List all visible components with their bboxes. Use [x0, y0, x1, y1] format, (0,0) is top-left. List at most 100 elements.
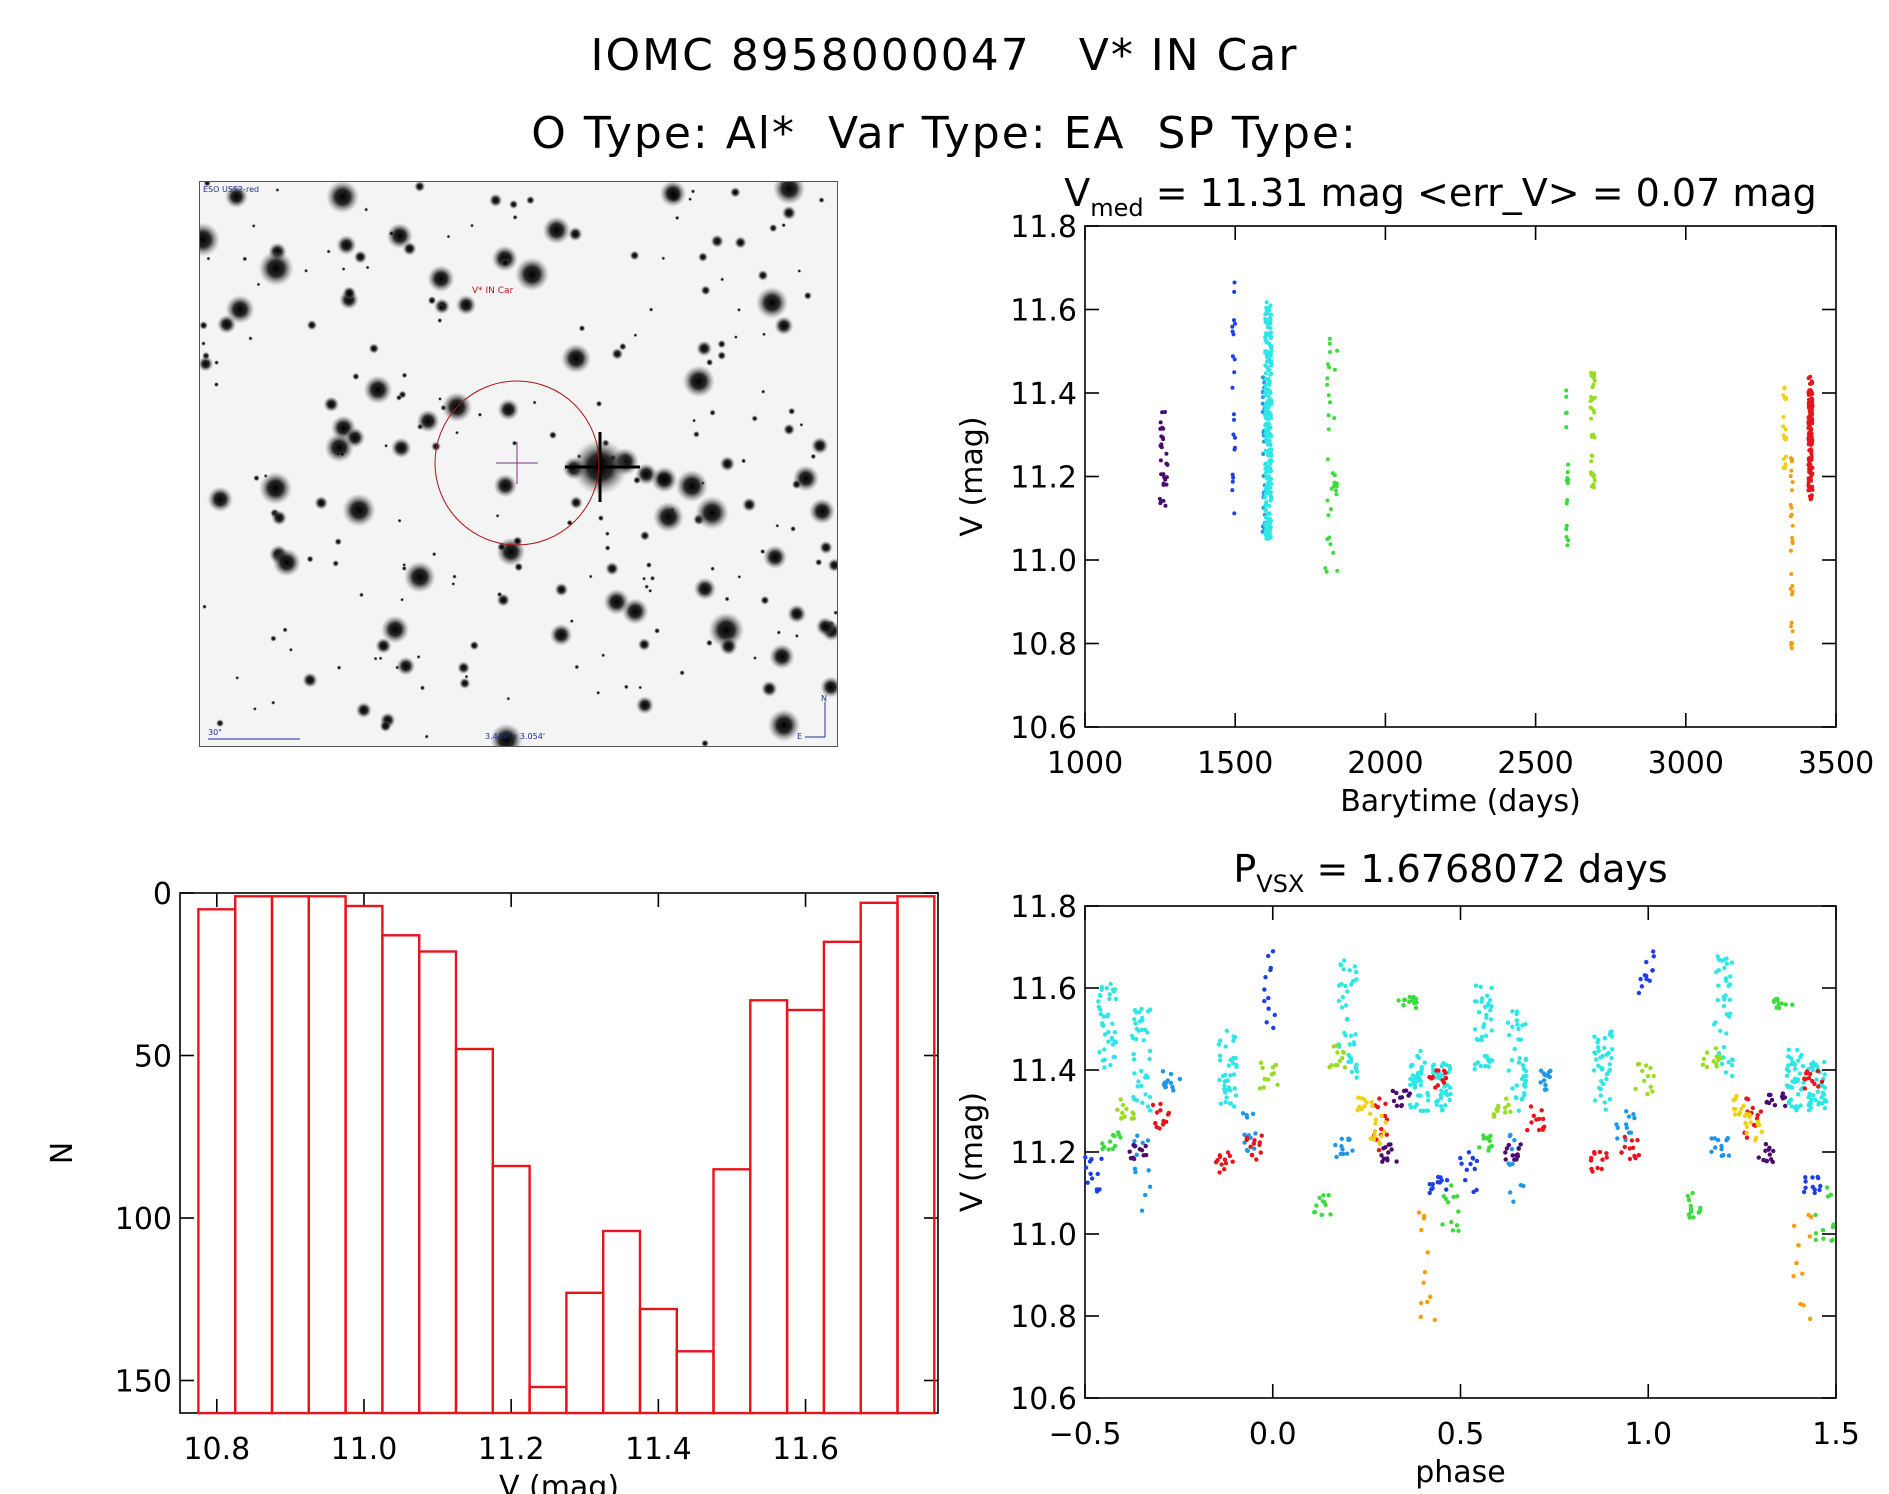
phased-point-cyan [1343, 1003, 1349, 1008]
phased-point-cyan [1414, 1102, 1420, 1107]
lightcurve-point-season-10 [1809, 427, 1814, 432]
phased-point-orange [1418, 1314, 1424, 1320]
finder-star [378, 656, 383, 661]
lightcurve-point-season-5 [1325, 457, 1330, 462]
phased-point-red [1157, 1126, 1162, 1131]
phased-point-green [1777, 1005, 1782, 1011]
phased-point-orange [1807, 1316, 1813, 1322]
phased-point-red [1433, 1085, 1438, 1090]
phased-point-purple [1385, 1158, 1390, 1163]
phased-point-yellow [1759, 1129, 1765, 1135]
phased-point-orange [1416, 1210, 1422, 1215]
phased-point-cyan [1353, 1032, 1358, 1037]
phased-point-blue [1268, 967, 1273, 973]
phased-point-cyan [1473, 983, 1479, 988]
finder-star [688, 197, 693, 202]
finder-star [674, 215, 680, 221]
finder-star [775, 523, 780, 528]
phased-point-yellow [1748, 1120, 1753, 1125]
phased-point-cyan [1799, 1052, 1804, 1058]
phased-point-lightblue [1339, 1144, 1344, 1149]
phased-point-green [1690, 1190, 1695, 1196]
finder-star [397, 518, 402, 523]
lightcurve-point-season-6 [1565, 476, 1570, 480]
lightcurve-point-season-5 [1325, 498, 1330, 503]
lightcurve-point-season-1 [1163, 503, 1168, 508]
finder-star [401, 372, 408, 379]
phased-point-purple [1764, 1099, 1770, 1105]
lightcurve-point-season-4 [1267, 531, 1272, 536]
lightcurve-point-season-9 [1790, 535, 1795, 540]
phased-point-lime [1651, 1073, 1656, 1079]
finder-star [497, 398, 520, 421]
lightcurve-point-season-7 [1588, 405, 1593, 410]
phased-point-cyan [1724, 956, 1729, 961]
phased-point-cyan [1810, 1068, 1816, 1073]
histogram-bar [197, 908, 237, 1415]
phased-point-orange [1801, 1303, 1806, 1308]
lightcurve-point-season-5 [1329, 486, 1334, 491]
phased-point-lightblue [1171, 1088, 1176, 1093]
finder-star [359, 592, 364, 598]
phased-point-red [1592, 1150, 1597, 1155]
phased-point-cyan [1222, 1087, 1227, 1092]
phased-point-blue [1458, 1155, 1463, 1161]
phased-point-cyan [1341, 967, 1346, 972]
lightcurve-point-season-4 [1267, 503, 1272, 508]
phased-point-cyan [1516, 1108, 1522, 1113]
finder-star [532, 400, 537, 405]
phased-point-red [1802, 1086, 1808, 1091]
phased-point-purple [1394, 1159, 1399, 1164]
phased-point-red [1597, 1149, 1603, 1155]
phased-point-green [1396, 998, 1401, 1003]
finder-star [548, 431, 557, 440]
phased-point-cyan [1608, 1030, 1613, 1035]
phased-point-lightblue [1145, 1138, 1151, 1143]
phased-point-cyan [1727, 982, 1733, 987]
phased-point-purple [1399, 1103, 1404, 1109]
lightcurve-point-season-4 [1263, 508, 1268, 513]
phased-point-purple [1779, 1094, 1785, 1099]
lightcurve-point-season-4 [1263, 466, 1268, 471]
y-tick-label: 11.2 [1010, 461, 1077, 496]
finder-star [595, 400, 603, 408]
lightcurve-point-season-8 [1781, 424, 1786, 429]
lightcurve-point-season-4 [1268, 485, 1273, 490]
phased-point-blue [1468, 1161, 1473, 1167]
lightcurve-point-season-6 [1565, 498, 1570, 503]
phased-point-cyan [1479, 999, 1484, 1004]
lightcurve-point-season-4 [1268, 359, 1273, 364]
phased-point-cyan [1226, 1063, 1232, 1068]
phased-point-blue [1266, 995, 1271, 1001]
phased-point-yellow [1379, 1134, 1384, 1139]
phased-point-lightblue [1626, 1114, 1632, 1119]
phased-point-green [1779, 1001, 1784, 1006]
phased-point-cyan [1489, 1004, 1494, 1009]
phased-point-purple [1763, 1148, 1768, 1154]
finder-star [819, 540, 833, 555]
phased-point-cyan [1482, 1022, 1487, 1027]
x-tick-label: 10.8 [183, 1432, 250, 1467]
finder-star [253, 474, 260, 482]
lightcurve-point-season-4 [1266, 430, 1271, 435]
phased-point-cyan [1726, 1060, 1731, 1065]
phased-point-blue [1466, 1150, 1472, 1155]
phased-point-lightblue [1724, 1138, 1729, 1143]
phased-point-cyan [1596, 1063, 1601, 1068]
y-tick-label: 11.0 [1010, 544, 1077, 579]
finder-star [270, 635, 277, 642]
phased-point-cyan [1476, 1010, 1482, 1015]
phased-point-green [1314, 1203, 1319, 1208]
phased-point-lime [1122, 1114, 1127, 1119]
phased-point-cyan [1822, 1097, 1828, 1103]
phased-point-red [1541, 1116, 1546, 1122]
phased-point-cyan [1610, 1047, 1615, 1052]
phased-point-blue [1803, 1185, 1808, 1191]
finder-star [403, 561, 436, 593]
finder-star [818, 197, 825, 204]
phased-point-yellow [1753, 1138, 1758, 1143]
phased-point-blue [1812, 1190, 1817, 1196]
phased-point-red [1744, 1135, 1750, 1140]
lightcurve-point-season-4 [1265, 511, 1270, 516]
phased-point-lightblue [1726, 1153, 1732, 1158]
